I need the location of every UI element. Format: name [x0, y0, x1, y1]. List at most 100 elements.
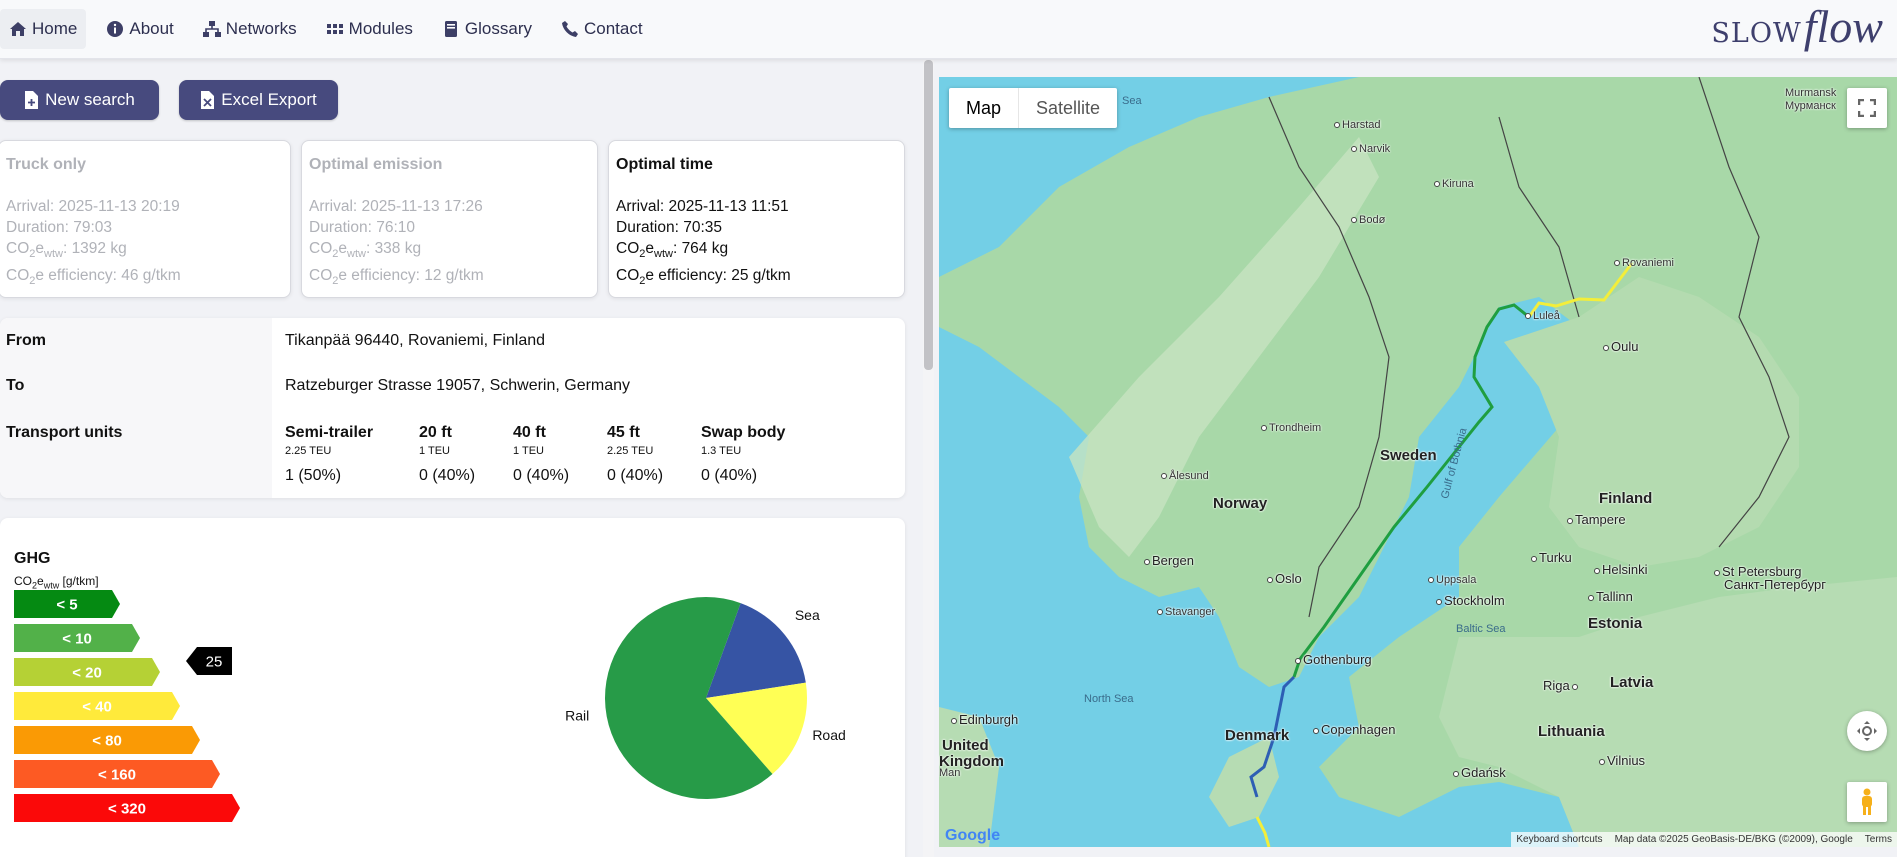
map-label-vilnius: Vilnius — [1599, 753, 1645, 768]
map-type-map-button[interactable]: Map — [966, 98, 1002, 118]
option-card-optimal-time[interactable]: Optimal time Arrival: 2025-11-13 11:51 D… — [608, 140, 905, 298]
ghg-title: GHG — [14, 550, 51, 567]
mode-share-pie-chart: Sea Road Rail — [565, 597, 846, 799]
option-card-truck-only[interactable]: Truck only Arrival: 2025-11-13 20:19 Dur… — [0, 140, 291, 298]
border-sweden-finland — [1498, 116, 1580, 318]
to-value: Ratzeburger Strasse 19057, Schwerin, Ger… — [285, 377, 631, 394]
fullscreen-button[interactable] — [1847, 88, 1887, 128]
pie-slice-sea[interactable] — [706, 603, 806, 698]
map-label-uppsala: Uppsala — [1428, 574, 1476, 586]
map-type-satellite-button[interactable]: Satellite — [1036, 98, 1101, 118]
map-label-tampere: Tampere — [1567, 512, 1626, 527]
map-label-gothenburg: Gothenburg — [1295, 652, 1372, 667]
map-label-norway: Norway — [1213, 495, 1268, 512]
new-search-button[interactable]: New search — [0, 80, 159, 120]
home-icon — [10, 22, 26, 36]
map-label-oulu: Oulu — [1603, 339, 1638, 354]
map-label-latvia: Latvia — [1610, 674, 1654, 691]
nav-about[interactable]: About — [97, 9, 182, 49]
brand-logo[interactable]: SLOW flow — [1711, 3, 1883, 55]
excel-export-button[interactable]: Excel Export — [179, 80, 338, 120]
map-type-separator — [1018, 88, 1020, 128]
map-label-narvik: Narvik — [1351, 143, 1390, 155]
nav-modules[interactable]: Modules — [317, 9, 422, 49]
option-efficiency: CO2e efficiency: 25 g/tkm — [616, 267, 791, 288]
nav-networks[interactable]: Networks — [194, 9, 306, 49]
border-finland-russia — [1698, 77, 1790, 548]
option-efficiency: CO2e efficiency: 46 g/tkm — [6, 267, 181, 288]
street-view-pegman-button[interactable] — [1847, 782, 1887, 822]
map-label-lulea: Luleå — [1525, 310, 1560, 322]
keyboard-shortcuts-link[interactable]: Keyboard shortcuts — [1516, 834, 1603, 845]
unit-semi-trailer: Semi-trailer 2.25 TEU 1 (50%) — [285, 424, 374, 484]
map-label-estonia: Estonia — [1588, 615, 1643, 632]
map-label-alesund: Ålesund — [1161, 470, 1209, 482]
brand-slow: SLOW — [1711, 18, 1802, 49]
map-label-trondheim: Trondheim — [1261, 422, 1321, 434]
camera-control-icon — [1857, 721, 1877, 741]
land-finland — [1504, 277, 1799, 567]
option-efficiency: CO2e efficiency: 12 g/tkm — [309, 267, 484, 288]
option-title: Optimal emission — [309, 156, 443, 173]
route-road-segment[interactable] — [1527, 262, 1634, 318]
land-denmark — [1209, 737, 1279, 827]
nav-glossary[interactable]: Glossary — [433, 9, 541, 49]
ghg-band-2 — [14, 658, 160, 686]
route-info-card: From Tikanpää 96440, Rovaniemi, Finland … — [0, 318, 905, 498]
map-label-edinburgh: Edinburgh — [951, 712, 1018, 727]
scrollbar-thumb[interactable] — [924, 60, 933, 370]
unit-20ft: 20 ft 1 TEU 0 (40%) — [419, 424, 476, 484]
map-label-riga: Riga — [1543, 678, 1580, 693]
map-label-denmark: Denmark — [1225, 727, 1290, 744]
option-card-optimal-emission[interactable]: Optimal emission Arrival: 2025-11-13 17:… — [301, 140, 598, 298]
border-norway-sweden — [1268, 96, 1390, 618]
route-rail-segment[interactable] — [1292, 303, 1530, 678]
route-sea-segment[interactable] — [1249, 675, 1296, 798]
map-attribution: Keyboard shortcuts Map data ©2025 GeoBas… — [1511, 832, 1897, 847]
nav-contact[interactable]: Contact — [552, 9, 652, 49]
info-icon — [107, 21, 124, 37]
nav-modules-label: Modules — [348, 19, 413, 38]
unit-45ft: 45 ft 2.25 TEU 0 (40%) — [607, 424, 664, 484]
map-data-text: Map data ©2025 GeoBasis-DE/BKG (©2009), … — [1614, 834, 1853, 845]
map-label-harstad: Harstad — [1334, 119, 1381, 131]
pie-label-sea: Sea — [795, 607, 820, 623]
pie-slice-road[interactable] — [706, 682, 807, 775]
ghg-card: GHG CO2ewtw [g/tkm] < 5 < 10 < 20 < 40 < 80 <… — [0, 518, 905, 857]
camera-control-button[interactable] — [1847, 711, 1887, 751]
route-map[interactable]: Map Satellite Sea Murmansk Мурманск Hars… — [939, 77, 1897, 847]
map-label-united: United — [942, 737, 989, 754]
option-duration: Duration: 70:35 — [616, 219, 722, 236]
google-logo[interactable]: Google — [945, 827, 1001, 844]
results-pane: New search Excel Export Truck only Arriv… — [0, 60, 920, 857]
map-label-st-petersburg-ru: Санкт-Петербург — [1724, 577, 1826, 592]
map-label-bergen: Bergen — [1144, 553, 1194, 568]
ghg-band-label-3: < 40 — [82, 699, 112, 716]
map-label-copenhagen: Copenhagen — [1313, 722, 1395, 737]
phone-icon — [562, 21, 578, 37]
option-duration: Duration: 79:03 — [6, 219, 112, 236]
map-label-st-petersburg: St Petersburg — [1714, 564, 1802, 579]
book-icon — [444, 21, 457, 37]
to-label: To — [6, 377, 25, 394]
option-arrival: Arrival: 2025-11-13 11:51 — [616, 198, 789, 215]
map-canvas[interactable] — [939, 77, 1897, 847]
map-label-sweden: Sweden — [1380, 447, 1437, 464]
ghg-band-5 — [14, 760, 220, 788]
ghg-band-label-4: < 80 — [92, 733, 122, 750]
nav-home[interactable]: Home — [0, 9, 87, 49]
map-label-murmansk-ru: Мурманск — [1785, 100, 1836, 112]
pie-slice-rail[interactable] — [605, 597, 773, 799]
map-label-finland: Finland — [1599, 490, 1653, 507]
map-label-helsinki: Helsinki — [1594, 562, 1648, 577]
ghg-energy-scale: < 5 < 10 < 20 < 40 < 80 < 160 < 320 25 — [14, 590, 240, 822]
left-scrollbar[interactable] — [923, 60, 934, 857]
route-road-end-segment[interactable] — [1255, 816, 1271, 847]
terms-link[interactable]: Terms — [1864, 834, 1892, 845]
map-label-lithuania: Lithuania — [1538, 723, 1605, 740]
map-label-kiruna: Kiruna — [1434, 178, 1474, 190]
excel-export-label: Excel Export — [221, 90, 317, 109]
nav-about-label: About — [129, 19, 174, 38]
brand-flow: flow — [1803, 1, 1883, 52]
ghg-value-marker — [186, 647, 232, 675]
